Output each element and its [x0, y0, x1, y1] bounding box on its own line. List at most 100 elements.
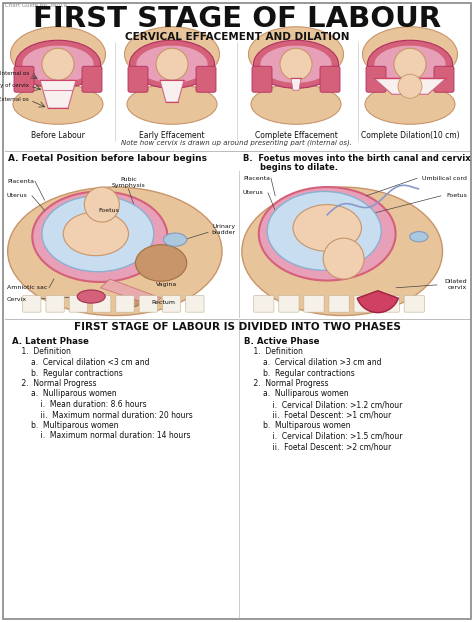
Ellipse shape [10, 27, 106, 81]
Ellipse shape [293, 205, 361, 251]
Ellipse shape [63, 212, 128, 256]
Ellipse shape [374, 45, 446, 83]
FancyBboxPatch shape [46, 295, 64, 312]
Ellipse shape [267, 192, 381, 271]
FancyBboxPatch shape [366, 67, 386, 92]
Text: Early Effacement: Early Effacement [139, 131, 205, 140]
Text: Cervix: Cervix [7, 297, 27, 302]
FancyBboxPatch shape [163, 295, 181, 312]
FancyBboxPatch shape [23, 295, 41, 312]
FancyBboxPatch shape [92, 295, 111, 312]
Polygon shape [160, 80, 184, 102]
Text: B. Active Phase: B. Active Phase [244, 337, 319, 346]
Text: begins to dilate.: begins to dilate. [260, 163, 338, 172]
Ellipse shape [32, 192, 167, 282]
Ellipse shape [13, 84, 103, 124]
FancyBboxPatch shape [139, 295, 157, 312]
FancyBboxPatch shape [354, 295, 374, 312]
FancyBboxPatch shape [279, 295, 299, 312]
Circle shape [323, 238, 364, 279]
Text: Uterus: Uterus [243, 190, 264, 195]
Circle shape [84, 187, 119, 222]
FancyBboxPatch shape [304, 295, 324, 312]
FancyBboxPatch shape [186, 295, 204, 312]
Ellipse shape [136, 244, 187, 281]
Text: 1.  Definition: 1. Definition [244, 348, 303, 356]
Text: A. Foetal Position before labour begins: A. Foetal Position before labour begins [8, 154, 207, 163]
FancyBboxPatch shape [329, 295, 349, 312]
Polygon shape [100, 279, 161, 305]
Ellipse shape [22, 45, 94, 83]
Text: a.  Nulliparous women: a. Nulliparous women [12, 389, 117, 399]
Text: Uterus: Uterus [7, 193, 28, 198]
FancyBboxPatch shape [82, 67, 102, 92]
Ellipse shape [164, 233, 187, 246]
Circle shape [42, 49, 74, 80]
Text: Foetus: Foetus [446, 193, 467, 198]
Text: Urinary
bladder: Urinary bladder [212, 224, 236, 234]
Ellipse shape [129, 40, 215, 88]
Ellipse shape [259, 187, 396, 281]
Circle shape [394, 49, 426, 80]
Text: Vagina: Vagina [156, 282, 178, 287]
FancyBboxPatch shape [69, 295, 88, 312]
Text: b.  Regular contractions: b. Regular contractions [12, 368, 123, 378]
Ellipse shape [42, 196, 154, 272]
Text: a.  Nulliparous women: a. Nulliparous women [244, 389, 348, 399]
Text: Complete Effacement: Complete Effacement [255, 131, 337, 140]
Ellipse shape [77, 290, 105, 303]
Text: Placenta: Placenta [243, 176, 270, 181]
Ellipse shape [242, 187, 443, 315]
FancyBboxPatch shape [434, 67, 454, 92]
Text: Note how cervix is drawn up around presenting part (internal os).: Note how cervix is drawn up around prese… [121, 139, 353, 146]
Ellipse shape [127, 84, 217, 124]
FancyBboxPatch shape [128, 67, 148, 92]
Ellipse shape [410, 231, 428, 242]
Text: 2.  Normal Progress: 2. Normal Progress [12, 379, 97, 388]
Ellipse shape [254, 40, 338, 88]
FancyBboxPatch shape [379, 295, 399, 312]
Text: Dilated
cervix: Dilated cervix [444, 279, 467, 290]
Ellipse shape [260, 45, 332, 83]
Ellipse shape [363, 27, 457, 81]
FancyBboxPatch shape [252, 67, 272, 92]
Ellipse shape [367, 40, 453, 88]
Polygon shape [374, 78, 446, 95]
Text: i.  Maximum normal duration: 14 hours: i. Maximum normal duration: 14 hours [12, 432, 191, 440]
Text: b.  Regular contractions: b. Regular contractions [244, 368, 355, 378]
Text: Rectum: Rectum [152, 300, 176, 305]
FancyBboxPatch shape [196, 67, 216, 92]
Circle shape [156, 49, 188, 80]
Text: a.  Cervical dilation <3 cm and: a. Cervical dilation <3 cm and [12, 358, 149, 367]
Text: Placenta: Placenta [7, 179, 34, 183]
Text: FIRST STAGE OF LABOUR IS DIVIDED INTO TWO PHASES: FIRST STAGE OF LABOUR IS DIVIDED INTO TW… [73, 322, 401, 332]
Polygon shape [291, 78, 301, 90]
Text: Pubic
Symphysis: Pubic Symphysis [111, 177, 146, 188]
Text: 1.  Definition: 1. Definition [12, 348, 71, 356]
Text: Internal os: Internal os [0, 71, 29, 76]
Text: 2.  Normal Progress: 2. Normal Progress [244, 379, 328, 388]
Circle shape [280, 49, 312, 80]
Text: ii.  Foetal Descent: >1 cm/hour: ii. Foetal Descent: >1 cm/hour [244, 411, 391, 419]
Text: B.  Foetus moves into the birth canal and cervix: B. Foetus moves into the birth canal and… [243, 154, 471, 163]
Ellipse shape [125, 27, 219, 81]
Text: b.  Multiparous women: b. Multiparous women [12, 421, 118, 430]
Ellipse shape [248, 27, 344, 81]
Text: a.  Cervical dilation >3 cm and: a. Cervical dilation >3 cm and [244, 358, 382, 367]
Ellipse shape [117, 297, 140, 307]
Text: FIRST STAGE OF LABOUR: FIRST STAGE OF LABOUR [33, 5, 441, 33]
Wedge shape [357, 290, 398, 313]
FancyBboxPatch shape [14, 67, 34, 92]
Polygon shape [40, 80, 76, 108]
FancyBboxPatch shape [116, 295, 134, 312]
Ellipse shape [251, 84, 341, 124]
Text: Umbilical cord: Umbilical cord [422, 176, 467, 181]
Text: ii.  Foetal Descent: >2 cm/hour: ii. Foetal Descent: >2 cm/hour [244, 442, 391, 451]
Text: Foetus: Foetus [98, 208, 119, 213]
Text: i.  Cervical Dilation: >1.5 cm/hour: i. Cervical Dilation: >1.5 cm/hour [244, 432, 402, 440]
Ellipse shape [8, 187, 222, 315]
Text: b.  Multiparous women: b. Multiparous women [244, 421, 350, 430]
Text: Chart Guide No. IN019: Chart Guide No. IN019 [5, 3, 67, 8]
FancyBboxPatch shape [404, 295, 424, 312]
Text: External os: External os [0, 97, 29, 102]
